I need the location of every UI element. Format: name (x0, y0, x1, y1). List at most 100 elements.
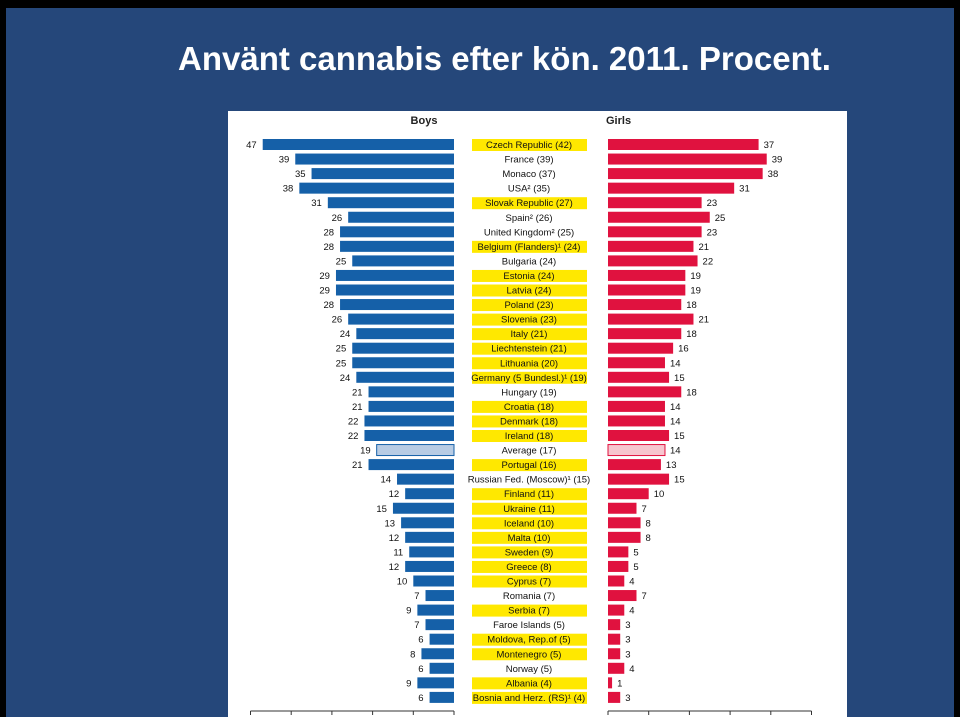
country-label-highlight (472, 284, 587, 297)
country-label: Denmark (18) (500, 416, 558, 427)
country-label-highlight (472, 299, 587, 312)
country-label: Ukraine (11) (503, 504, 555, 515)
girls-bar (608, 604, 625, 616)
country-label-highlight (472, 342, 587, 355)
boys-bar (356, 371, 454, 383)
girls-value-label: 1 (617, 678, 622, 689)
country-label: Faroe Islands (5) (493, 620, 565, 631)
boys-value-label: 22 (348, 431, 359, 442)
country-label: United Kingdom² (25) (484, 227, 574, 238)
girls-bar (608, 415, 665, 427)
country-label: Slovenia (23) (501, 315, 557, 326)
boys-bar (311, 168, 454, 180)
country-label: Montenegro (5) (497, 649, 562, 660)
girls-bar (607, 444, 666, 457)
boys-value-label: 26 (332, 213, 343, 224)
country-label-highlight (472, 633, 587, 646)
country-label: Ireland (18) (505, 431, 554, 442)
country-label: Russian Fed. (Moscow)¹ (15) (468, 475, 590, 486)
country-label-highlight (472, 459, 587, 472)
country-label: Greece (8) (506, 562, 551, 573)
girls-bar (608, 590, 637, 602)
country-label: Croatia (18) (504, 402, 554, 413)
boys-value-label: 38 (283, 184, 294, 195)
girls-value-label: 38 (768, 169, 779, 180)
country-label-highlight (472, 677, 587, 690)
girls-value-label: 19 (690, 286, 701, 297)
country-label-highlight (472, 488, 587, 501)
girls-value-label: 15 (674, 475, 685, 486)
chart-panel: Boys Girls Czech Republic (42) 47 37 France (… (228, 111, 847, 717)
country-label-highlight (472, 400, 587, 413)
girls-value-label: 3 (625, 649, 630, 660)
boys-value-label: 22 (348, 416, 359, 427)
girls-bar (608, 357, 665, 369)
boys-value-label: 39 (279, 155, 290, 166)
boys-value-label: 28 (323, 227, 334, 238)
girls-value-label: 18 (686, 300, 697, 311)
boys-value-label: 15 (376, 504, 387, 515)
girls-value-label: 18 (686, 329, 697, 340)
country-label: USA² (35) (508, 184, 550, 195)
boys-value-label: 28 (323, 300, 334, 311)
girls-value-label: 8 (646, 533, 651, 544)
boys-bar (405, 560, 454, 572)
girls-value-label: 22 (703, 256, 714, 267)
country-label: Moldova, Rep.of (5) (487, 635, 570, 646)
boys-value-label: 6 (418, 693, 423, 704)
country-label: Bulgaria (24) (502, 256, 556, 267)
girls-bar (608, 488, 649, 500)
girls-bar (608, 517, 641, 529)
boys-bar (392, 502, 454, 514)
girls-value-label: 39 (772, 155, 783, 166)
girls-value-label: 15 (674, 373, 685, 384)
country-label: Spain² (26) (506, 213, 553, 224)
boys-bar (425, 590, 454, 602)
country-label: Sweden (9) (505, 547, 554, 558)
girls-value-label: 3 (625, 693, 630, 704)
girls-bar (608, 284, 686, 296)
boys-value-label: 28 (323, 242, 334, 253)
country-label: Bosnia and Herz. (RS)¹ (4) (473, 693, 585, 704)
country-label: Liechtenstein (21) (491, 344, 567, 355)
boys-bar (405, 531, 454, 543)
country-label-highlight (472, 560, 587, 573)
boys-value-label: 6 (418, 635, 423, 646)
boys-bar (405, 488, 454, 500)
boys-bar (356, 328, 454, 340)
girls-value-label: 8 (646, 518, 651, 529)
girls-value-label: 19 (690, 271, 701, 282)
country-label: Albania (4) (506, 678, 552, 689)
country-label: Czech Republic (42) (486, 140, 572, 151)
girls-bar (608, 182, 735, 194)
boys-bar (295, 153, 454, 165)
girls-bar (608, 269, 686, 281)
country-label: Average (17) (502, 446, 557, 457)
girls-bar (608, 691, 621, 703)
boys-bar (413, 575, 454, 587)
girls-bar (608, 153, 767, 165)
boys-value-label: 47 (246, 140, 257, 151)
girls-bar (608, 226, 702, 238)
girls-bar (608, 560, 629, 572)
girls-bar (608, 633, 621, 645)
country-label-highlight (472, 575, 587, 588)
boys-bar (376, 444, 455, 457)
girls-bar (608, 240, 694, 252)
girls-value-label: 10 (654, 489, 665, 500)
boys-bar (348, 211, 454, 223)
boys-value-label: 25 (336, 344, 347, 355)
boys-bar (340, 226, 454, 238)
girls-bar (608, 662, 625, 674)
girls-bar (608, 197, 702, 209)
girls-value-label: 3 (625, 620, 630, 631)
slide-title: Använt cannabis efter kön. 2011. Procent… (178, 40, 831, 77)
boys-value-label: 9 (406, 606, 411, 617)
country-label-highlight (472, 531, 587, 544)
country-label: Romania (7) (503, 591, 555, 602)
girls-value-label: 16 (678, 344, 689, 355)
boys-bar (352, 357, 454, 369)
girls-value-label: 23 (707, 198, 718, 209)
girls-bar (608, 386, 682, 398)
